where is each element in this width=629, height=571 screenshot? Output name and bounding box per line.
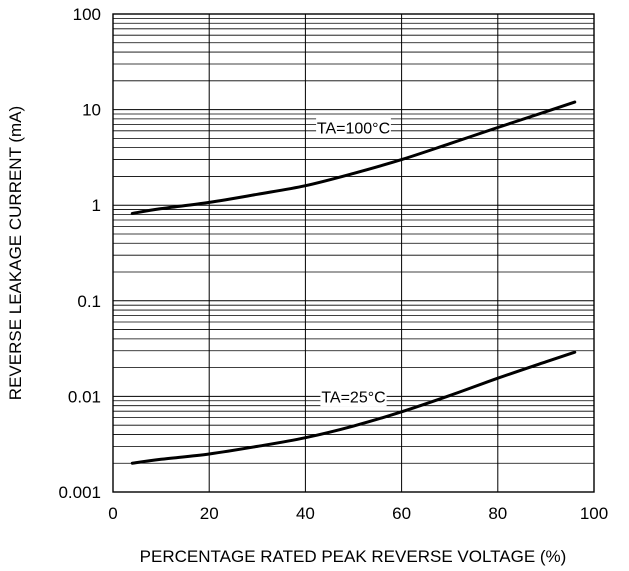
x-tick-label: 60 [392, 504, 411, 523]
x-axis-label: PERCENTAGE RATED PEAK REVERSE VOLTAGE (%… [140, 547, 567, 566]
y-axis-label: REVERSE LEAKAGE CURRENT (mA) [6, 106, 25, 400]
x-tick-label: 100 [580, 504, 608, 523]
series-label-bg-1 [320, 386, 387, 407]
y-tick-labels: 0.001 0.01 0.1 1 10 100 [58, 5, 101, 502]
series-line-1 [130, 350, 577, 465]
plot-frame [112, 13, 595, 493]
series-labels: TA=100°C TA=25°C [316, 117, 391, 407]
x-tick-label: 0 [108, 504, 117, 523]
y-tick-label: 100 [73, 5, 101, 24]
series-label-1: TA=25°C [321, 389, 385, 406]
y-tick-label: 10 [82, 101, 101, 120]
series-label-bg-0 [316, 117, 391, 138]
series-label-0: TA=100°C [317, 120, 390, 137]
y-tick-label: 0.001 [58, 483, 101, 502]
y-tick-label: 0.1 [77, 292, 101, 311]
x-tick-label: 20 [200, 504, 219, 523]
y-tick-label: 0.01 [68, 387, 101, 406]
x-tick-label: 80 [488, 504, 507, 523]
series-line-0 [130, 100, 577, 215]
grid [113, 14, 594, 492]
x-tick-labels: 0 20 40 60 80 100 [108, 504, 608, 523]
curves [130, 100, 577, 465]
x-tick-label: 40 [296, 504, 315, 523]
y-tick-label: 1 [92, 196, 101, 215]
